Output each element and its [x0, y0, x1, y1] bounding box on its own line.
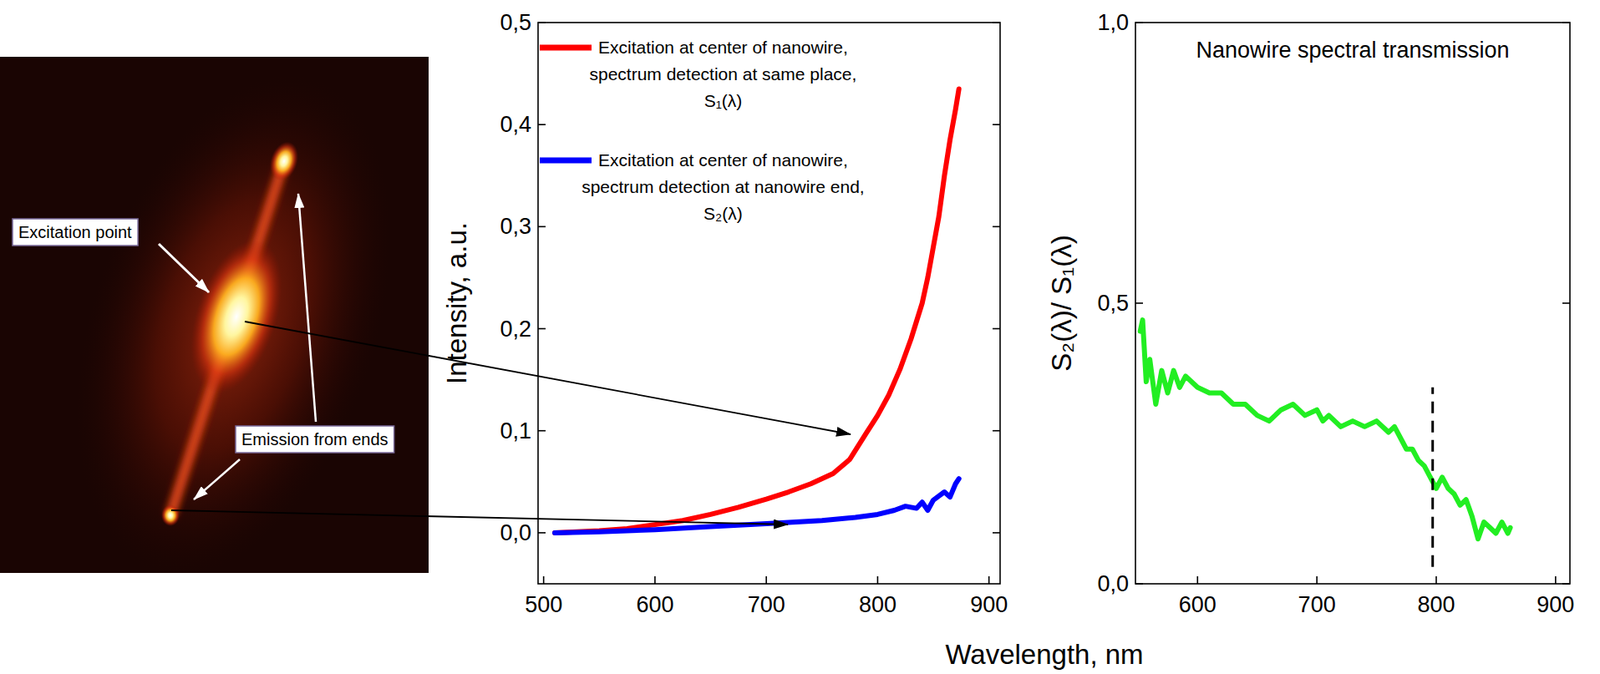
legend-line: spectrum detection at nanowire end,	[581, 177, 865, 197]
x-tick	[1435, 576, 1438, 585]
figure: Excitation point Emission from ends 500 600…	[0, 0, 1600, 674]
x-tick-label: 800	[858, 592, 897, 618]
label-frame	[12, 218, 138, 246]
x-axis-title: Wavelength, nm	[944, 639, 1143, 671]
x-tick	[877, 576, 879, 585]
legend-label: Excitation at center of nanowire, spectru…	[589, 37, 858, 111]
legend-label: Excitation at center of nanowire, spectru…	[581, 150, 865, 224]
arrow	[298, 193, 316, 422]
legend-swatch	[539, 45, 592, 51]
y-tick	[992, 21, 1001, 24]
x-tick	[765, 576, 767, 585]
micrograph	[0, 56, 429, 574]
y-tick-label: 0,5	[1097, 290, 1129, 316]
series-line	[554, 478, 960, 534]
series-line	[1431, 387, 1434, 568]
x-tick	[654, 576, 656, 585]
x-tick	[1315, 576, 1318, 585]
y-tick	[1562, 302, 1570, 305]
y-tick	[1562, 21, 1570, 24]
plot-frame	[538, 22, 1001, 585]
x-tick-label: 700	[1298, 592, 1336, 618]
legend: Excitation at center of nanowire, spectru…	[539, 37, 865, 224]
image-label: Excitation point	[18, 223, 133, 242]
x-tick	[543, 576, 545, 585]
plot-area	[1140, 320, 1511, 568]
legend-line: Excitation at center of nanowire,	[598, 37, 849, 57]
chart: 600 700 800 900 0,0 0,5 1,0 Nanowire spectral t…	[1046, 10, 1575, 618]
y-tick	[1135, 583, 1143, 585]
x-tick-label: 600	[1178, 592, 1217, 618]
end-glow	[264, 137, 303, 185]
y-tick	[1562, 583, 1570, 585]
x-tick	[1196, 576, 1199, 585]
arrow	[193, 459, 240, 500]
y-tick-label: 0,4	[499, 111, 532, 138]
y-tick	[992, 532, 1001, 534]
y-tick	[992, 430, 1001, 432]
arrow	[158, 243, 209, 293]
y-tick	[538, 21, 546, 24]
image-label: Emission from ends	[241, 430, 389, 449]
legend-line: S₁(λ)	[704, 91, 743, 111]
chart: 500 600 700 800 900 0,0 0,1 0,2 0,3 0,4 0,5 Intensi…	[441, 10, 1009, 618]
legend-swatch	[539, 157, 592, 164]
y-tick-label: 0,0	[1097, 571, 1129, 597]
y-tick-label: 0,0	[499, 520, 532, 546]
background	[0, 0, 1600, 674]
y-tick-label: 0,1	[499, 418, 532, 444]
y-tick	[1135, 21, 1143, 24]
plot-frame	[1135, 22, 1570, 585]
y-tick	[538, 226, 546, 229]
y-tick-label: 1,0	[1097, 10, 1129, 36]
arrow	[244, 321, 851, 435]
label-box: Emission from ends	[235, 426, 395, 453]
end-glow	[161, 504, 180, 527]
y-tick-label: 0,3	[499, 213, 532, 239]
x-tick-label: 900	[970, 592, 1008, 618]
y-tick	[992, 328, 1001, 331]
x-tick-label: 900	[1536, 592, 1575, 618]
x-tick	[988, 576, 991, 585]
x-tick-label: 700	[747, 592, 786, 618]
excitation-glow	[173, 228, 300, 405]
glow-haze	[19, 56, 429, 574]
chart-title: Nanowire spectral transmission	[1195, 37, 1509, 63]
x-tick-label: 500	[524, 592, 563, 618]
y-tick	[992, 226, 1001, 229]
y-tick	[1135, 302, 1143, 305]
y-tick	[538, 532, 546, 534]
y-axis-title: Intensity, a.u.	[441, 222, 473, 385]
label-box: Excitation point	[12, 218, 138, 246]
y-axis-title: S₂(λ)/ S₁(λ)	[1046, 234, 1077, 371]
series-line	[554, 88, 960, 533]
x-tick-label: 800	[1417, 592, 1455, 618]
legend-line: spectrum detection at same place,	[589, 64, 858, 84]
legend-line: S₂(λ)	[703, 203, 743, 224]
y-tick	[992, 123, 1001, 126]
y-tick	[538, 328, 546, 331]
series-line	[1140, 320, 1511, 539]
y-tick-label: 0,2	[499, 316, 532, 342]
legend-line: Excitation at center of nanowire,	[598, 150, 849, 170]
y-tick	[538, 430, 546, 432]
y-tick	[538, 123, 546, 126]
x-tick-label: 600	[635, 592, 674, 618]
y-tick-label: 0,5	[499, 10, 532, 36]
arrow	[171, 510, 788, 525]
plot-area	[554, 88, 960, 533]
x-tick	[1554, 576, 1557, 585]
label-frame	[235, 426, 395, 453]
